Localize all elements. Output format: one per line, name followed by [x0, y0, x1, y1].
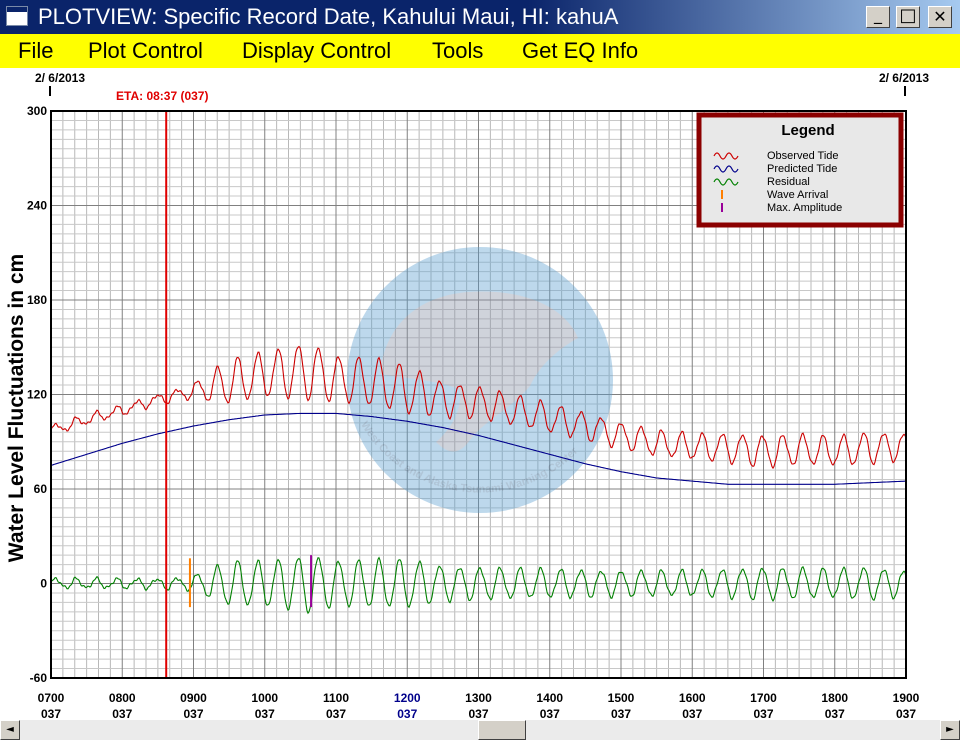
scrollbar-thumb[interactable]: [478, 720, 526, 740]
x-tick-day-label: 037: [682, 707, 702, 720]
y-tick-label: 60: [34, 482, 48, 496]
x-tick-time-label: 0900: [180, 691, 207, 705]
series-observed-tide: [50, 345, 907, 470]
date-left-label: 2/ 6/2013: [35, 71, 85, 85]
legend-residual-swatch: [713, 178, 739, 186]
y-tick-label: 0: [40, 577, 47, 591]
x-tick-day-label: 037: [611, 707, 631, 720]
x-tick-day-label: 037: [41, 707, 61, 720]
date-right-label: 2/ 6/2013: [879, 71, 929, 85]
minimize-button[interactable]: _: [866, 6, 890, 28]
y-axis-label: Water Level Fluctuations in cm: [5, 254, 28, 562]
menu-display-control[interactable]: Display Control: [242, 38, 392, 63]
x-tick-time-label: 1100: [323, 691, 349, 705]
x-tick-day-label: 037: [112, 707, 132, 720]
app-window-icon: [6, 6, 28, 26]
horizontal-scrollbar[interactable]: ◄ ►: [0, 720, 960, 740]
menu-get-eq-info[interactable]: Get EQ Info: [522, 38, 639, 63]
x-tick-day-label: 037: [468, 707, 488, 720]
noaa-watermark-logo: West Coast and Alaska Tsunami Warning Ce…: [347, 247, 613, 513]
x-tick-time-label: 1200: [394, 691, 421, 705]
eta-label: ETA: 08:37 (037): [116, 89, 208, 103]
menu-bar: File Plot Control Display Control Tools …: [0, 34, 960, 68]
y-tick-label: 240: [27, 199, 47, 213]
legend-observed-swatch: [713, 152, 739, 160]
legend-entry-wave-arrival: Wave Arrival: [767, 189, 828, 201]
menu-plot-control[interactable]: Plot Control: [88, 38, 203, 63]
x-tick-time-label: 1300: [465, 691, 492, 705]
x-tick-time-label: 1500: [608, 691, 635, 705]
legend: Legend Observed Tide Predicted Tide Resi…: [696, 112, 904, 228]
x-tick-time-label: 0700: [38, 691, 65, 705]
series-layer: [50, 345, 907, 615]
legend-entry-observed: Observed Tide: [767, 150, 839, 162]
close-button[interactable]: ✕: [928, 6, 952, 28]
x-tick-day-label: 037: [183, 707, 203, 720]
x-tick-day-label: 037: [825, 707, 845, 720]
menu-file[interactable]: File: [18, 38, 54, 63]
series-predicted-tide: [50, 412, 907, 485]
series-residual: [50, 556, 907, 615]
plot-frame: [50, 110, 907, 679]
x-tick-time-label: 1900: [893, 691, 920, 705]
y-tick-label: 300: [27, 104, 47, 118]
tide-plot: West Coast and Alaska Tsunami Warning Ce…: [0, 68, 960, 720]
y-tick-label: 120: [27, 388, 47, 402]
x-tick-time-label: 1700: [750, 691, 777, 705]
x-tick-time-label: 0800: [109, 691, 136, 705]
markers-layer: [165, 111, 313, 678]
maximize-button[interactable]: □: [896, 6, 920, 28]
y-tick-label: 180: [27, 293, 47, 307]
axes-layer: -60 0 60 120 180 240 300 0700 037 0800 037 0900 037 1…: [27, 104, 920, 720]
menu-tools[interactable]: Tools: [432, 38, 484, 63]
x-tick-time-label: 1400: [536, 691, 563, 705]
scroll-left-arrow-icon[interactable]: ◄: [0, 720, 20, 740]
legend-predicted-swatch: [713, 165, 739, 173]
title-bar: PLOTVIEW: Specific Record Date, Kahului …: [0, 0, 960, 34]
x-tick-day-label: 037: [753, 707, 773, 720]
y-tick-label: -60: [30, 671, 48, 685]
x-tick-time-label: 1600: [679, 691, 706, 705]
legend-entry-max-amplitude: Max. Amplitude: [767, 202, 842, 214]
x-tick-day-label: 037: [255, 707, 275, 720]
legend-entry-residual: Residual: [767, 176, 810, 188]
x-tick-day-label: 037: [326, 707, 346, 720]
x-tick-time-label: 1800: [821, 691, 848, 705]
legend-entry-predicted: Predicted Tide: [767, 163, 837, 175]
x-tick-time-label: 1000: [251, 691, 278, 705]
x-tick-day-label: 037: [397, 707, 417, 720]
scroll-right-arrow-icon[interactable]: ►: [940, 720, 960, 740]
x-tick-day-label: 037: [540, 707, 560, 720]
legend-title: Legend: [781, 122, 834, 139]
x-tick-day-label: 037: [896, 707, 916, 720]
window-title: PLOTVIEW: Specific Record Date, Kahului …: [38, 4, 619, 29]
